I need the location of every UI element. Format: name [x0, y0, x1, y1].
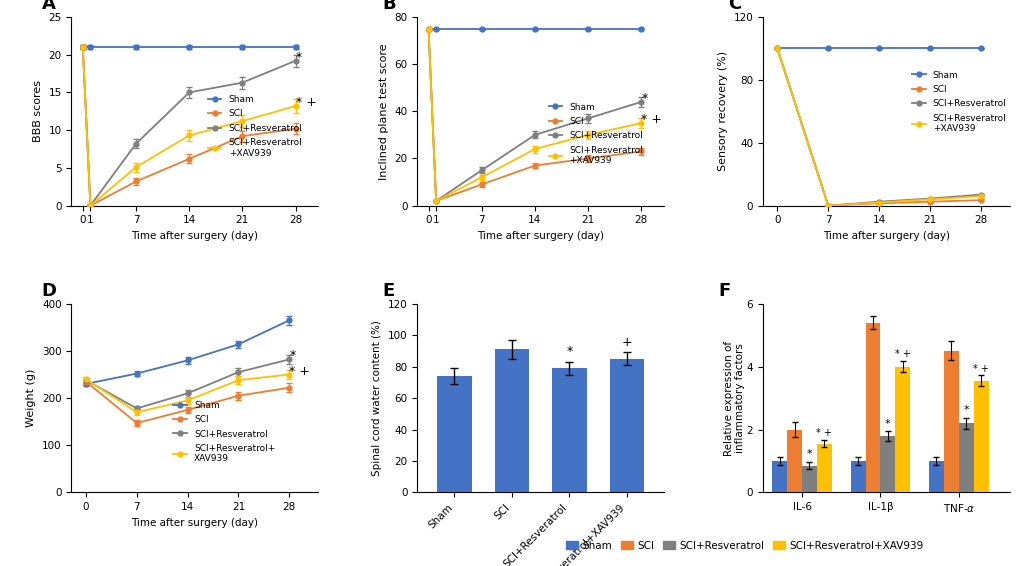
Text: A: A [42, 0, 56, 13]
Text: D: D [42, 282, 57, 300]
X-axis label: Time after surgery (day): Time after surgery (day) [822, 231, 949, 241]
Bar [943, 351, 958, 492]
Text: * +: * + [641, 113, 661, 126]
Bar [494, 349, 529, 492]
Text: B: B [382, 0, 395, 13]
X-axis label: Time after surgery (day): Time after surgery (day) [131, 231, 258, 241]
Legend: Sham, SCI, SCI+Resveratrol, SCI+Resveratrol
+XAV939: Sham, SCI, SCI+Resveratrol, SCI+Resverat… [908, 67, 1009, 137]
Bar [895, 367, 909, 492]
Text: +: + [621, 336, 632, 349]
Text: *: * [641, 92, 647, 105]
Bar [551, 368, 586, 492]
Bar [973, 381, 987, 492]
Bar [865, 323, 879, 492]
Text: * +: * + [296, 96, 316, 109]
Text: *: * [963, 405, 968, 415]
Text: C: C [728, 0, 741, 13]
Y-axis label: Relative expression of
inflammatory factors: Relative expression of inflammatory fact… [722, 341, 745, 456]
Bar [816, 444, 832, 492]
Legend: Sham, SCI, SCI+Resveratrol, SCI+Resveratrol
+XAV939: Sham, SCI, SCI+Resveratrol, SCI+Resverat… [204, 92, 306, 161]
X-axis label: Time after surgery (day): Time after surgery (day) [131, 518, 258, 528]
Bar [958, 423, 973, 492]
Bar [771, 461, 787, 492]
Y-axis label: Weight (g): Weight (g) [26, 369, 37, 427]
Bar [801, 466, 816, 492]
Bar [609, 359, 643, 492]
Text: E: E [382, 282, 394, 300]
Legend: Sham, SCI, SCI+Resveratrol, SCI+Resveratrol+
XAV939: Sham, SCI, SCI+Resveratrol, SCI+Resverat… [169, 397, 279, 467]
Bar [850, 461, 865, 492]
Text: *: * [289, 349, 296, 362]
Legend: Sham, SCI, SCI+Resveratrol, SCI+Resveratrol
+XAV939: Sham, SCI, SCI+Resveratrol, SCI+Resverat… [544, 99, 646, 169]
Bar [879, 436, 895, 492]
Text: * +: * + [289, 365, 310, 378]
Text: *: * [566, 345, 572, 358]
Text: * +: * + [972, 363, 988, 374]
Y-axis label: Spinal cord water content (%): Spinal cord water content (%) [372, 320, 382, 476]
Text: *: * [884, 419, 890, 428]
Bar [437, 376, 471, 492]
Text: * +: * + [815, 428, 832, 438]
Bar [928, 461, 943, 492]
Text: F: F [717, 282, 730, 300]
Y-axis label: Sensory recovery (%): Sensory recovery (%) [717, 52, 728, 171]
Text: *: * [806, 449, 811, 460]
Y-axis label: BBB scores: BBB scores [33, 80, 43, 142]
Y-axis label: Inclined plane test score: Inclined plane test score [378, 43, 388, 179]
X-axis label: Time after surgery (day): Time after surgery (day) [477, 231, 603, 241]
Text: * +: * + [894, 349, 910, 359]
Bar [787, 430, 801, 492]
Text: *: * [296, 51, 302, 64]
Legend: Sham, SCI, SCI+Resveratrol, SCI+Resveratrol+XAV939: Sham, SCI, SCI+Resveratrol, SCI+Resverat… [561, 537, 926, 555]
